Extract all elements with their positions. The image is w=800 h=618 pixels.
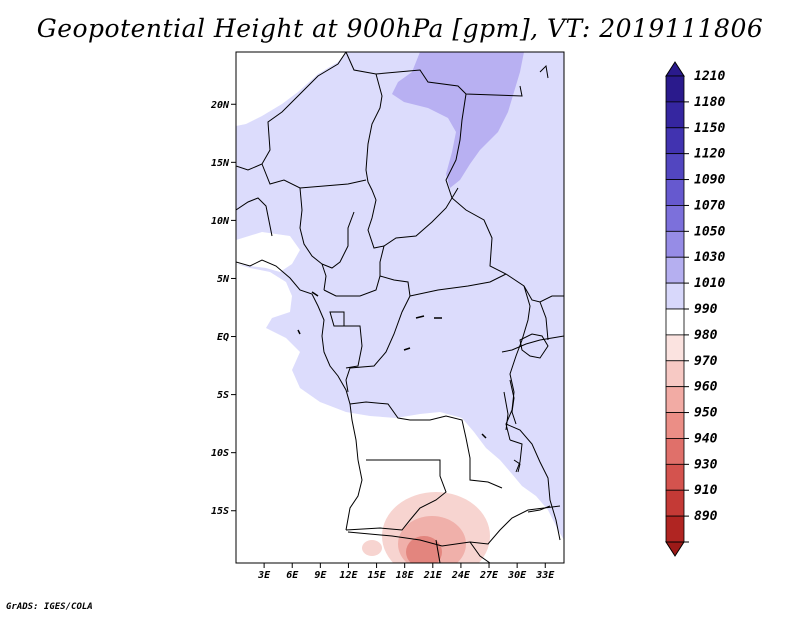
field-high-north xyxy=(392,52,524,188)
colorbar-label: 940 xyxy=(694,431,718,446)
lon-tick-label: 33E xyxy=(535,570,555,581)
colorbar-swatch xyxy=(665,463,685,491)
lat-tick-label: 5S xyxy=(217,390,229,401)
lat-tick-label: 20N xyxy=(210,100,230,111)
colorbar-swatch xyxy=(665,412,685,439)
colorbar-label: 1070 xyxy=(694,198,725,213)
colorbar-label: 930 xyxy=(694,457,718,472)
lat-axis: 20N 15N 10N 5N EQ 5S 10S 15S xyxy=(210,100,236,517)
colorbar: 1210 1180 1150 1120 1090 1070 1050 1030 1010 990 9… xyxy=(665,61,725,557)
colorbar-label: 1010 xyxy=(694,276,725,291)
colorbar-label: 1210 xyxy=(694,69,725,84)
colorbar-label: 1150 xyxy=(694,121,725,136)
lake-marks xyxy=(297,291,487,439)
map-frame xyxy=(235,51,565,564)
field-low-3 xyxy=(406,536,442,563)
lon-tick-label: 3E xyxy=(257,570,271,581)
field-white-north xyxy=(236,52,346,126)
colorbar-top-arrow xyxy=(665,61,685,77)
colorbar-label: 960 xyxy=(694,380,718,395)
map-field xyxy=(236,52,564,563)
country-borders xyxy=(236,52,564,563)
colorbar-label: 1120 xyxy=(694,147,725,162)
lon-tick-label: 30E xyxy=(507,570,527,581)
lon-tick-label: 24E xyxy=(451,570,471,581)
colorbar-swatch xyxy=(665,334,685,362)
lat-tick-label: 10N xyxy=(211,216,230,227)
colorbar-swatch xyxy=(665,101,685,129)
colorbar-swatch xyxy=(665,386,685,413)
lat-tick-label: 15N xyxy=(211,158,230,169)
colorbar-bottom-arrow xyxy=(665,541,685,557)
lat-tick-label: 10S xyxy=(211,448,229,459)
colorbar-swatch xyxy=(665,438,685,465)
lon-tick-label: 9E xyxy=(314,570,327,581)
colorbar-label: 950 xyxy=(694,406,718,421)
lon-tick-label: 12E xyxy=(339,570,358,581)
colorbar-label: 1090 xyxy=(694,173,725,188)
colorbar-swatch xyxy=(665,489,685,517)
colorbar-label: 1180 xyxy=(694,95,725,110)
colorbar-label: 990 xyxy=(694,302,718,317)
colorbar-swatch xyxy=(665,256,685,284)
colorbar-swatch xyxy=(665,179,685,206)
lat-tick-label: 5N xyxy=(217,274,230,285)
lat-tick-label: 15S xyxy=(211,506,229,517)
colorbar-swatch xyxy=(665,360,685,388)
lon-axis: 3E 6E 9E 12E 15E 18E 21E 24E 27E 30E 33E xyxy=(257,563,555,581)
lon-tick-label: 15E xyxy=(368,570,387,581)
colorbar-swatch xyxy=(665,75,685,103)
colorbar-swatch xyxy=(665,282,685,310)
field-white-coast xyxy=(236,232,300,272)
colorbar-label: 910 xyxy=(694,483,718,498)
colorbar-label: 1050 xyxy=(694,224,725,239)
colorbar-swatch xyxy=(665,127,685,155)
colorbar-label: 890 xyxy=(694,509,718,524)
colorbar-label: 980 xyxy=(694,328,718,343)
lon-tick-label: 18E xyxy=(396,570,415,581)
field-low-4 xyxy=(362,540,382,556)
colorbar-swatch xyxy=(665,153,685,180)
lon-tick-label: 27E xyxy=(479,570,499,581)
colorbar-label: 1030 xyxy=(694,250,725,265)
field-white-south xyxy=(236,264,564,563)
chart-title: Geopotential Height at 900hPa [gpm], VT:… xyxy=(36,14,764,43)
credit-text: GrADS: IGES/COLA xyxy=(6,602,93,612)
colorbar-swatch xyxy=(665,515,685,543)
colorbar-swatch xyxy=(665,230,685,258)
lon-tick-label: 6E xyxy=(286,570,299,581)
lat-tick-label: EQ xyxy=(217,332,229,343)
colorbar-swatch xyxy=(665,308,685,336)
colorbar-swatch xyxy=(665,205,685,232)
lon-tick-label: 21E xyxy=(423,570,443,581)
colorbar-label: 970 xyxy=(694,354,718,369)
